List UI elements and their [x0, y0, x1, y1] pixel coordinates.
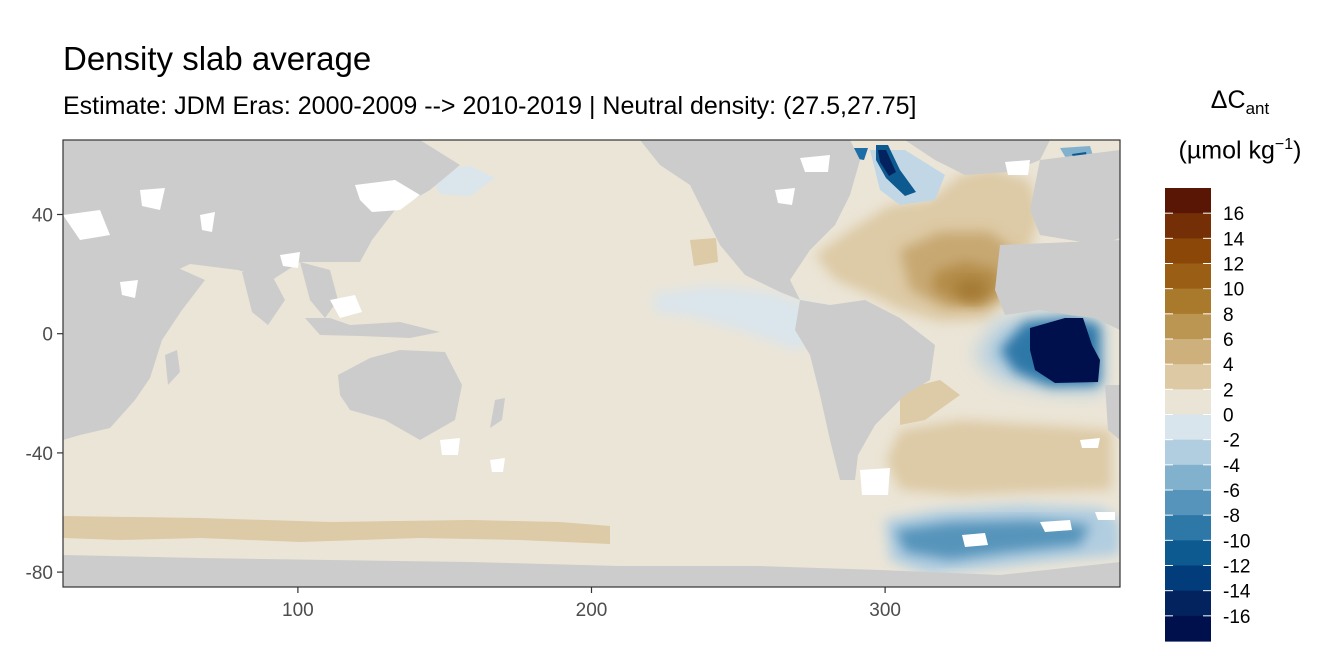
land-south-africa: [1105, 385, 1120, 440]
legend-swatch: [1165, 414, 1211, 441]
x-axis: 100 200 300: [282, 587, 901, 621]
x-tick-label: 300: [869, 600, 901, 621]
legend-swatch: [1165, 188, 1211, 214]
legend-label: -12: [1223, 557, 1250, 578]
y-tick-label: -80: [26, 563, 53, 584]
legend-colorbar: 16 14 12 10 8 6 4 2 0 -2 -4 -6 -8 -10 -12 -14 -16: [1165, 188, 1251, 642]
legend-swatch: [1165, 238, 1211, 265]
no-data-patch: [200, 212, 215, 232]
legend-label: -14: [1223, 582, 1251, 603]
labrador-sea-core: [878, 150, 896, 176]
no-data-patch: [1080, 438, 1100, 448]
legend-label: -2: [1223, 431, 1240, 452]
no-data-patch: [355, 180, 420, 212]
no-data-patch: [280, 252, 300, 268]
land-australia: [338, 350, 462, 440]
legend-swatch: [1165, 213, 1211, 239]
legend-label: -8: [1223, 506, 1240, 527]
legend-unit: (µmol kg−1): [1150, 136, 1330, 165]
southern-ocean-band: [63, 516, 610, 544]
pacific-negative-patch: [652, 286, 836, 350]
south-atlantic-light-band: [975, 395, 1112, 416]
legend-label: 0: [1223, 406, 1234, 427]
map-panel: [63, 140, 1120, 587]
no-data-patch: [860, 468, 890, 495]
weddell-sea-white: [962, 533, 988, 547]
weddell-sea-mid: [895, 520, 1090, 560]
legend-label: 4: [1223, 355, 1234, 376]
legend-swatch: [1165, 615, 1211, 642]
land-africa: [63, 268, 205, 440]
no-data-patch: [1005, 160, 1030, 175]
legend-swatch: [1165, 490, 1211, 516]
no-data-patch: [140, 188, 165, 210]
legend-swatch: [1165, 515, 1211, 541]
no-data-patch: [330, 295, 362, 318]
no-data-patch: [800, 155, 830, 172]
pacific-tan-patch: [690, 238, 718, 266]
legend-title-subscript: ant: [1245, 99, 1270, 118]
x-tick-label: 100: [282, 600, 314, 621]
legend-label: 6: [1223, 330, 1234, 351]
legend-label: 8: [1223, 305, 1234, 326]
legend-unit-base: (µmol kg: [1178, 136, 1275, 165]
y-tick-label: 0: [42, 325, 53, 346]
legend-label: -16: [1223, 607, 1250, 628]
land-west-africa: [995, 240, 1120, 330]
legend-swatch: [1165, 263, 1211, 290]
land: [63, 140, 1120, 587]
x-tick-label: 200: [576, 600, 608, 621]
land-india: [242, 268, 285, 325]
legend-label: -10: [1223, 531, 1250, 552]
legend-label: 2: [1223, 380, 1234, 401]
land-indonesia: [305, 318, 440, 338]
brazil-current-tan: [900, 380, 960, 425]
tropical-atlantic-core: [1030, 318, 1100, 383]
land-southeast-asia: [300, 262, 338, 318]
land-new-zealand: [490, 398, 505, 428]
weddell-sea-white-3: [1095, 512, 1115, 520]
legend-swatch: [1165, 540, 1211, 567]
legend-swatch: [1165, 590, 1211, 617]
legend-title: ΔCant: [1150, 86, 1330, 119]
legend-swatch: [1165, 565, 1211, 592]
legend-swatch: [1165, 313, 1211, 340]
land-europe: [1030, 150, 1120, 245]
legend-label: -6: [1223, 481, 1240, 502]
no-data-patch: [775, 188, 795, 205]
legend-title-symbol: ΔC: [1210, 86, 1246, 114]
land-antarctica: [63, 555, 1120, 587]
legend-label: 12: [1223, 255, 1244, 276]
legend-swatch: [1165, 288, 1211, 315]
no-data-patches: [63, 155, 1100, 495]
y-tick-label: -40: [26, 444, 53, 465]
no-data-patch: [490, 458, 505, 472]
land-north-america: [640, 140, 860, 300]
land-eurasia: [63, 140, 460, 280]
legend-label: 10: [1223, 280, 1244, 301]
legend-swatch: [1165, 389, 1211, 416]
legend-swatch: [1165, 364, 1211, 390]
south-atlantic-tan: [886, 420, 1112, 495]
weddell-sea-white-2: [1040, 520, 1072, 532]
legend-unit-close: ): [1293, 136, 1302, 165]
y-tick-label: 40: [32, 206, 53, 227]
legend-label: -4: [1223, 456, 1240, 477]
legend-unit-exponent: −1: [1274, 136, 1294, 153]
y-axis: 40 0 -40 -80: [26, 206, 63, 584]
legend-swatch: [1165, 339, 1211, 365]
chart-title: Density slab average: [63, 40, 372, 77]
north-atlantic-peak: [955, 278, 990, 302]
land-south-america: [795, 300, 935, 480]
no-data-patch: [63, 210, 110, 240]
legend-swatch: [1165, 464, 1211, 491]
legend-swatch: [1165, 439, 1211, 466]
legend-label: 16: [1223, 204, 1244, 225]
legend-label: 14: [1223, 229, 1245, 250]
land-madagascar: [165, 350, 180, 385]
no-data-patch: [440, 438, 460, 455]
no-data-patch: [120, 280, 138, 298]
chart-subtitle: Estimate: JDM Eras: 2000-2009 --> 2010-2…: [63, 92, 917, 120]
